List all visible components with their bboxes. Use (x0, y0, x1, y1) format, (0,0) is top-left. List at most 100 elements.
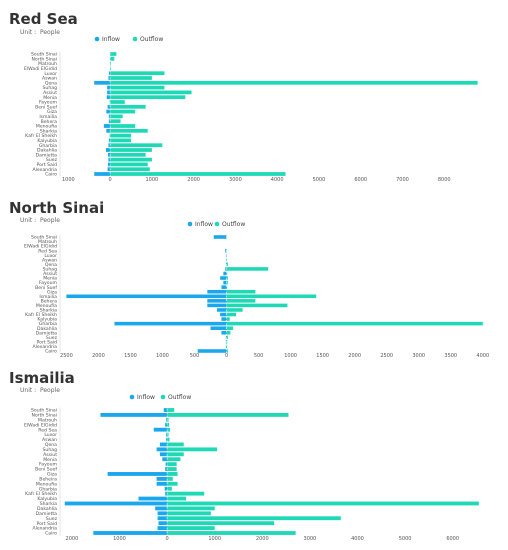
legend-outflow-marker[interactable] (132, 36, 138, 42)
outflow-bar[interactable] (110, 71, 165, 76)
inflow-bar[interactable] (210, 326, 227, 330)
outflow-bar[interactable] (110, 138, 131, 143)
inflow-bar[interactable] (223, 271, 227, 276)
inflow-bar[interactable] (223, 280, 227, 285)
inflow-bar[interactable] (108, 157, 111, 162)
inflow-bar[interactable] (165, 467, 168, 471)
inflow-bar[interactable] (221, 317, 227, 321)
inflow-bar[interactable] (108, 138, 111, 143)
outflow-bar[interactable] (167, 457, 181, 462)
outflow-bar[interactable] (226, 276, 228, 280)
inflow-bar[interactable] (107, 104, 111, 109)
inflow-bar[interactable] (94, 172, 111, 176)
inflow-bar[interactable] (165, 491, 168, 496)
inflow-bar[interactable] (225, 267, 227, 271)
outflow-bar[interactable] (110, 157, 152, 162)
inflow-bar[interactable] (207, 299, 227, 303)
outflow-bar[interactable] (110, 61, 111, 66)
inflow-bar[interactable] (156, 447, 168, 452)
outflow-bar[interactable] (110, 66, 111, 71)
outflow-bar[interactable] (226, 312, 237, 317)
outflow-bar[interactable] (110, 52, 117, 56)
inflow-bar[interactable] (107, 85, 111, 90)
outflow-bar[interactable] (167, 447, 218, 452)
inflow-bar[interactable] (93, 531, 168, 535)
outflow-bar[interactable] (226, 294, 317, 299)
inflow-bar[interactable] (163, 408, 168, 412)
inflow-bar[interactable] (221, 330, 227, 335)
outflow-bar[interactable] (226, 349, 228, 353)
inflow-bar[interactable] (103, 124, 111, 128)
outflow-bar[interactable] (110, 124, 136, 128)
outflow-bar[interactable] (167, 408, 175, 412)
inflow-bar[interactable] (225, 344, 227, 349)
outflow-bar[interactable] (167, 422, 169, 427)
inflow-bar[interactable] (166, 417, 168, 422)
inflow-bar[interactable] (64, 501, 168, 506)
outflow-bar[interactable] (226, 299, 256, 303)
outflow-bar[interactable] (110, 85, 165, 90)
outflow-bar[interactable] (110, 162, 148, 167)
inflow-bar[interactable] (107, 90, 111, 95)
inflow-bar[interactable] (221, 285, 227, 289)
inflow-bar[interactable] (220, 312, 227, 317)
outflow-bar[interactable] (167, 531, 296, 535)
inflow-bar[interactable] (225, 248, 227, 253)
inflow-bar[interactable] (109, 133, 111, 138)
outflow-bar[interactable] (110, 95, 186, 100)
inflow-bar[interactable] (66, 294, 227, 299)
inflow-bar[interactable] (153, 427, 168, 432)
inflow-bar[interactable] (220, 276, 227, 280)
outflow-bar[interactable] (110, 119, 121, 124)
legend-inflow[interactable]: Inflow (137, 394, 155, 401)
inflow-bar[interactable] (155, 506, 168, 511)
outflow-bar[interactable] (226, 280, 228, 285)
outflow-bar[interactable] (226, 340, 228, 344)
inflow-bar[interactable] (225, 262, 227, 267)
legend-inflow-marker[interactable] (129, 394, 135, 400)
inflow-bar[interactable] (108, 71, 111, 76)
inflow-bar[interactable] (108, 143, 111, 148)
inflow-bar[interactable] (108, 119, 111, 124)
inflow-bar[interactable] (207, 303, 227, 308)
inflow-bar[interactable] (157, 526, 168, 530)
outflow-bar[interactable] (167, 521, 275, 526)
inflow-bar[interactable] (100, 413, 168, 417)
outflow-bar[interactable] (167, 516, 341, 521)
outflow-bar[interactable] (226, 326, 233, 330)
outflow-bar[interactable] (167, 452, 184, 457)
outflow-bar[interactable] (110, 104, 146, 109)
outflow-bar[interactable] (226, 308, 243, 312)
inflow-bar[interactable] (106, 109, 111, 114)
inflow-bar[interactable] (107, 167, 111, 172)
inflow-bar[interactable] (105, 148, 111, 152)
outflow-bar[interactable] (110, 167, 150, 172)
outflow-bar[interactable] (167, 486, 172, 491)
outflow-bar[interactable] (167, 496, 187, 501)
inflow-bar[interactable] (213, 235, 227, 239)
inflow-bar[interactable] (165, 422, 168, 427)
outflow-bar[interactable] (226, 271, 228, 276)
outflow-bar[interactable] (110, 100, 125, 104)
legend-inflow-marker[interactable] (187, 221, 193, 227)
outflow-bar[interactable] (167, 491, 205, 496)
inflow-bar[interactable] (225, 340, 227, 344)
outflow-bar[interactable] (167, 511, 211, 516)
outflow-bar[interactable] (110, 76, 152, 80)
inflow-bar[interactable] (225, 335, 227, 340)
inflow-bar[interactable] (166, 437, 168, 442)
outflow-bar[interactable] (110, 56, 115, 61)
inflow-bar[interactable] (108, 76, 111, 80)
outflow-bar[interactable] (226, 344, 228, 349)
inflow-bar[interactable] (108, 162, 111, 167)
legend-outflow-marker[interactable] (214, 221, 220, 227)
inflow-bar[interactable] (108, 114, 111, 119)
outflow-bar[interactable] (167, 462, 177, 467)
inflow-bar[interactable] (108, 152, 111, 157)
outflow-bar[interactable] (226, 321, 483, 326)
outflow-bar[interactable] (226, 262, 228, 267)
inflow-bar[interactable] (106, 95, 111, 100)
inflow-bar[interactable] (225, 258, 227, 262)
outflow-bar[interactable] (226, 285, 228, 289)
outflow-bar[interactable] (167, 413, 289, 417)
